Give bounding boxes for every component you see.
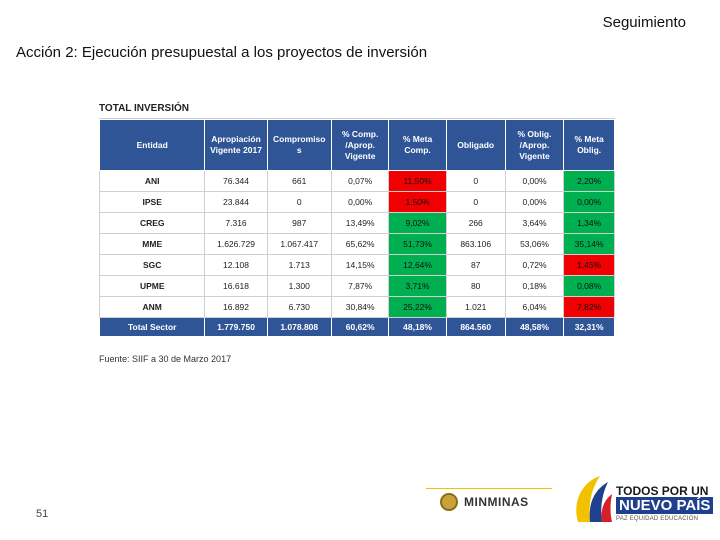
cell-pct-oblig: 0,00% [504,170,565,192]
cell-meta-oblig: 2,20% [563,170,615,192]
cell-entidad: MME [98,233,206,255]
cell-pct-comp: 65,62% [330,233,390,255]
cell-apropiacion: 76.344 [204,170,268,192]
minminas-logo-text: MINMINAS [464,495,529,509]
cell-meta-comp: 12,64% [388,254,447,276]
column-header-entidad: Entidad [98,119,206,171]
cell-compromisos: 0 [266,191,332,213]
table-row: IPSE 23.844 0 0,00% 1,50% 0 0,00% 0,00% [98,191,615,213]
cell-entidad: CREG [98,212,206,234]
total-cell-pct-oblig: 48,58% [504,317,565,337]
column-header-meta-comp: % Meta Comp. [388,119,447,171]
column-header-meta-oblig: % Meta Oblig. [563,119,615,171]
cell-compromisos: 987 [266,212,332,234]
cell-apropiacion: 16.892 [204,296,268,318]
cell-obligado: 863.106 [445,233,506,255]
cell-meta-oblig: 0,08% [563,275,615,297]
cell-compromisos: 1.300 [266,275,332,297]
cell-apropiacion: 7.316 [204,212,268,234]
cell-pct-oblig: 0,00% [504,191,565,213]
table-body: ANI 76.344 661 0,07% 11,50% 0 0,00% 2,20% IPSE 23… [98,170,615,337]
table-row: ANM 16.892 6.730 30,84% 25,22% 1.021 6,04% 7,82… [98,296,615,318]
cell-meta-comp: 51,73% [388,233,447,255]
nuevo-pais-flag-icon [576,476,612,522]
table-row: MME 1.626.729 1.067.417 65,62% 51,73% 863.106… [98,233,615,255]
cell-pct-oblig: 3,64% [504,212,565,234]
cell-compromisos: 1.067.417 [266,233,332,255]
todos-por-un-nuevo-pais-logo: TODOS POR UN NUEVO PAÍS PAZ EQUIDAD EDUC… [570,470,714,530]
cell-meta-oblig: 1,45% [563,254,615,276]
budget-table: Entidad Apropiación Vigente 2017 Comprom… [98,119,615,337]
total-cell-apropiacion: 1.779.750 [204,317,268,337]
slide-title: Acción 2: Ejecución presupuestal a los p… [16,44,428,61]
coat-of-arms-icon [440,493,458,511]
minminas-logo: MINMINAS [426,488,552,515]
cell-compromisos: 6.730 [266,296,332,318]
cell-pct-comp: 30,84% [330,296,390,318]
cell-meta-comp: 9,02% [388,212,447,234]
table-total-row: Total Sector 1.779.750 1.078.808 60,62% 48,1… [98,317,615,337]
cell-compromisos: 661 [266,170,332,192]
column-header-pct-oblig: % Oblig. /Aprop. Vigente [504,119,565,171]
cell-pct-oblig: 0,72% [504,254,565,276]
column-header-compromisos: Compromiso s [266,119,332,171]
total-cell-compromisos: 1.078.808 [266,317,332,337]
cell-entidad: UPME [98,275,206,297]
cell-obligado: 1.021 [445,296,506,318]
cell-apropiacion: 12.108 [204,254,268,276]
cell-entidad: SGC [98,254,206,276]
cell-meta-oblig: 7,82% [563,296,615,318]
cell-entidad: ANM [98,296,206,318]
cell-meta-oblig: 0,00% [563,191,615,213]
cell-pct-oblig: 6,04% [504,296,565,318]
column-header-obligado: Obligado [445,119,506,171]
cell-pct-oblig: 53,06% [504,233,565,255]
cell-obligado: 87 [445,254,506,276]
nuevo-pais-line2: NUEVO PAÍS [616,497,714,514]
cell-meta-oblig: 1,34% [563,212,615,234]
cell-entidad: ANI [98,170,206,192]
cell-apropiacion: 23.844 [204,191,268,213]
table-row: CREG 7.316 987 13,49% 9,02% 266 3,64% 1,34% [98,212,615,234]
cell-pct-comp: 0,00% [330,191,390,213]
cell-meta-oblig: 35,14% [563,233,615,255]
cell-apropiacion: 16.618 [204,275,268,297]
cell-obligado: 0 [445,191,506,213]
cell-meta-comp: 1,50% [388,191,447,213]
column-header-apropiacion: Apropiación Vigente 2017 [204,119,268,171]
total-cell-meta-comp: 48,18% [388,317,447,337]
page-number: 51 [36,508,49,520]
table-caption: TOTAL INVERSIÓN [99,100,615,119]
section-label: Seguimiento [602,14,686,31]
cell-pct-comp: 7,87% [330,275,390,297]
nuevo-pais-line1: TODOS POR UN [616,484,709,498]
nuevo-pais-line3: PAZ EQUIDAD EDUCACIÓN [616,516,699,522]
total-cell-entidad: Total Sector [98,317,206,337]
total-cell-obligado: 864.560 [445,317,506,337]
total-cell-meta-oblig: 32,31% [563,317,615,337]
column-header-pct-comp: % Comp. /Aprop. Vigente [330,119,390,171]
table-row: SGC 12.108 1.713 14,15% 12,64% 87 0,72% 1,45% [98,254,615,276]
table-header-row: Entidad Apropiación Vigente 2017 Comprom… [98,119,615,171]
budget-table-container: TOTAL INVERSIÓN Entidad Apropiación Vige… [98,100,615,337]
cell-pct-comp: 13,49% [330,212,390,234]
total-cell-pct-comp: 60,62% [330,317,390,337]
cell-obligado: 266 [445,212,506,234]
cell-apropiacion: 1.626.729 [204,233,268,255]
cell-meta-comp: 3,71% [388,275,447,297]
cell-meta-comp: 25,22% [388,296,447,318]
cell-entidad: IPSE [98,191,206,213]
cell-meta-comp: 11,50% [388,170,447,192]
table-row: ANI 76.344 661 0,07% 11,50% 0 0,00% 2,20% [98,170,615,192]
cell-obligado: 80 [445,275,506,297]
source-note: Fuente: SIIF a 30 de Marzo 2017 [99,354,232,364]
cell-pct-oblig: 0,18% [504,275,565,297]
cell-pct-comp: 0,07% [330,170,390,192]
cell-pct-comp: 14,15% [330,254,390,276]
cell-compromisos: 1.713 [266,254,332,276]
table-row: UPME 16.618 1.300 7,87% 3,71% 80 0,18% 0,08% [98,275,615,297]
cell-obligado: 0 [445,170,506,192]
